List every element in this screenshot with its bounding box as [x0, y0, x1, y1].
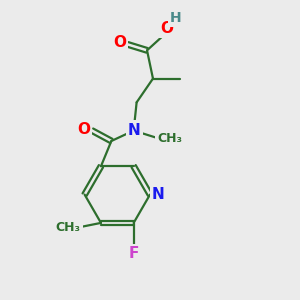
Text: H: H	[170, 11, 182, 25]
Text: O: O	[160, 21, 173, 36]
Text: CH₃: CH₃	[158, 131, 182, 145]
Text: O: O	[77, 122, 90, 136]
Text: N: N	[152, 187, 165, 202]
Text: O: O	[113, 35, 126, 50]
Text: N: N	[128, 122, 141, 137]
Text: CH₃: CH₃	[56, 221, 81, 234]
Text: F: F	[128, 246, 139, 261]
